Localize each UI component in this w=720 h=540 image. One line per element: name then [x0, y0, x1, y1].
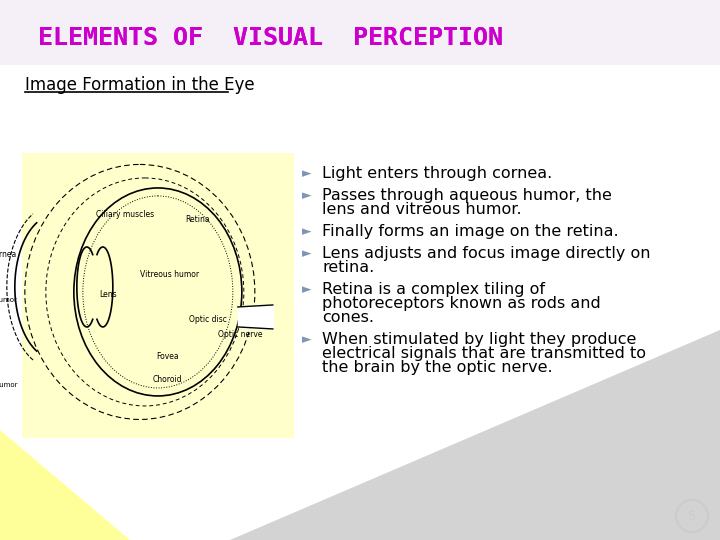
Text: Vitreous humor: Vitreous humor	[140, 270, 199, 279]
Text: the brain by the optic nerve.: the brain by the optic nerve.	[322, 360, 553, 375]
Polygon shape	[0, 430, 130, 540]
Text: ►: ►	[302, 247, 312, 260]
Text: Retina: Retina	[186, 215, 210, 224]
Text: ELEMENTS OF  VISUAL  PERCEPTION: ELEMENTS OF VISUAL PERCEPTION	[38, 26, 503, 50]
Text: Finally forms an image on the retina.: Finally forms an image on the retina.	[322, 224, 618, 239]
Text: retina.: retina.	[322, 260, 374, 275]
Text: ►: ►	[302, 225, 312, 238]
Bar	[22, 153, 294, 438]
Text: ►: ►	[302, 283, 312, 296]
Text: lens and vitreous humor.: lens and vitreous humor.	[322, 202, 521, 217]
Text: ►: ►	[302, 189, 312, 202]
Text: 5: 5	[688, 510, 696, 523]
Text: cones.: cones.	[322, 310, 374, 325]
Text: Lens: Lens	[99, 290, 117, 299]
Text: lens humor: lens humor	[0, 382, 17, 388]
Text: Light enters through cornea.: Light enters through cornea.	[322, 166, 552, 181]
Text: Retina is a complex tiling of: Retina is a complex tiling of	[322, 282, 545, 297]
Text: Choroid: Choroid	[153, 375, 183, 384]
Text: Fovea: Fovea	[156, 352, 179, 361]
Text: Image Formation in the Eye: Image Formation in the Eye	[25, 76, 255, 94]
Text: Lens adjusts and focus image directly on: Lens adjusts and focus image directly on	[322, 246, 650, 261]
Text: electrical signals that are transmitted to: electrical signals that are transmitted …	[322, 346, 646, 361]
Text: Cornea: Cornea	[0, 250, 17, 259]
Polygon shape	[230, 330, 720, 540]
Text: photoreceptors known as rods and: photoreceptors known as rods and	[322, 296, 600, 311]
Bar	[0, 0, 720, 65]
Text: When stimulated by light they produce: When stimulated by light they produce	[322, 332, 636, 347]
Text: ►: ►	[302, 333, 312, 346]
Text: aqueous humor: aqueous humor	[0, 297, 17, 303]
Text: Passes through aqueous humor, the: Passes through aqueous humor, the	[322, 188, 612, 203]
Text: Ciliary muscles: Ciliary muscles	[96, 210, 154, 219]
Text: ►: ►	[302, 167, 312, 180]
Text: Optic disc: Optic disc	[189, 315, 227, 324]
Text: Optic nerve: Optic nerve	[218, 330, 262, 339]
Text: ELEMENTS OF  VISUAL  PERCEPTION: ELEMENTS OF VISUAL PERCEPTION	[38, 26, 503, 50]
